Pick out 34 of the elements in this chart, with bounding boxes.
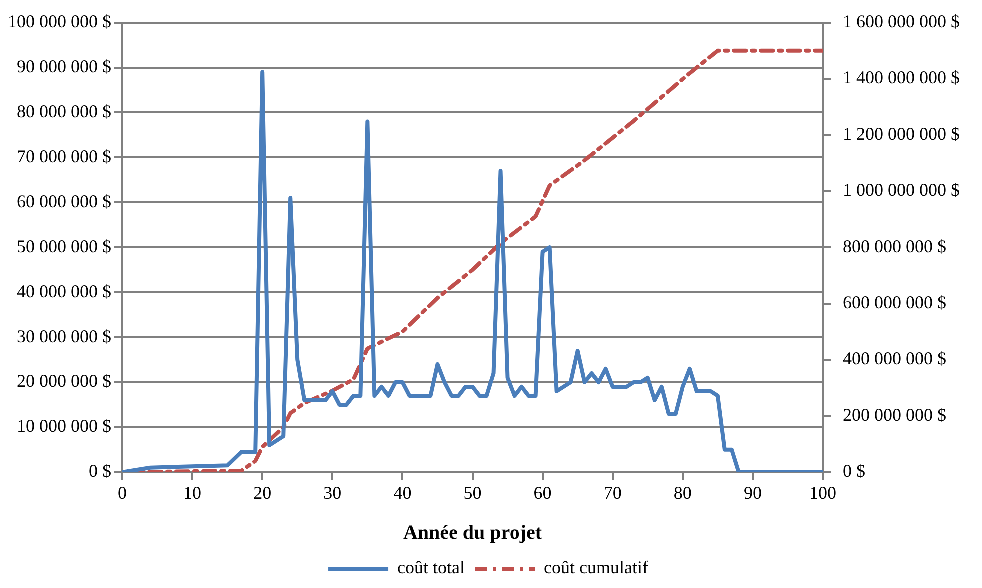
y-tick-label: 30 000 000 $: [17, 326, 112, 346]
y2-tick-label: 200 000 000 $: [843, 404, 946, 425]
y2-tick-label: 1 400 000 000 $: [843, 68, 960, 88]
y-tick-label: 80 000 000 $: [17, 101, 112, 122]
legend-label: coût total: [398, 558, 466, 578]
y2-tick-label: 1 600 000 000 $: [843, 12, 960, 32]
x-tick-label: 30: [324, 482, 342, 503]
y2-tick-label: 1 200 000 000 $: [843, 124, 960, 144]
y-tick-label: 0 $: [89, 461, 112, 482]
y2-tick-label: 600 000 000 $: [843, 292, 946, 313]
x-tick-label: 100: [810, 482, 836, 503]
x-tick-label: 80: [674, 482, 692, 503]
y2-tick-label: 0 $: [843, 461, 866, 482]
y2-tick-label: 800 000 000 $: [843, 236, 946, 256]
y-tick-label: 40 000 000 $: [17, 281, 112, 302]
x-tick-label: 20: [254, 482, 272, 503]
x-tick-label: 50: [464, 482, 482, 503]
x-axis-title: Année du projet: [403, 522, 542, 544]
y-tick-label: 70 000 000 $: [17, 146, 112, 166]
y-tick-label: 20 000 000 $: [17, 371, 112, 392]
y2-tick-label: 1 000 000 000 $: [843, 180, 960, 200]
x-tick-label: 60: [534, 482, 552, 503]
y-tick-label: 10 000 000 $: [17, 416, 112, 436]
x-tick-label: 0: [118, 482, 127, 503]
x-tick-label: 70: [604, 482, 622, 503]
x-tick-label: 10: [184, 482, 202, 503]
y-tick-label: 50 000 000 $: [17, 236, 112, 256]
y-tick-label: 100 000 000 $: [8, 12, 112, 32]
x-tick-label: 40: [394, 482, 412, 503]
x-tick-label: 90: [744, 482, 762, 503]
y-tick-label: 60 000 000 $: [17, 191, 112, 212]
legend-label: coût cumulatif: [544, 558, 648, 578]
y-tick-label: 90 000 000 $: [17, 56, 112, 76]
y2-tick-label: 400 000 000 $: [843, 348, 946, 369]
